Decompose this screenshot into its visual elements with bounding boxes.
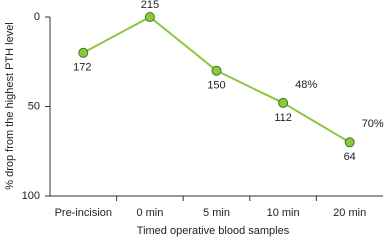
x-tick-label: 10 min bbox=[267, 207, 300, 219]
data-point bbox=[344, 137, 355, 148]
x-tick-label: 20 min bbox=[333, 207, 366, 219]
point-label: 64 bbox=[344, 151, 356, 163]
point-label: 150 bbox=[207, 80, 225, 92]
x-axis-label: Timed operative blood samples bbox=[137, 225, 290, 237]
point-label: 172 bbox=[73, 62, 91, 74]
value-label: 70% bbox=[362, 118, 384, 130]
value-label: 48% bbox=[295, 79, 317, 91]
y-tick-label: 0 bbox=[34, 11, 40, 23]
data-point bbox=[144, 12, 155, 22]
x-tick-label: 0 min bbox=[136, 207, 163, 219]
y-tick-label: 50 bbox=[28, 100, 40, 112]
y-tick-label: 100 bbox=[22, 190, 40, 202]
point-label: 215 bbox=[141, 0, 159, 11]
point-label: 112 bbox=[274, 112, 292, 124]
data-point bbox=[211, 65, 222, 76]
data-point bbox=[278, 97, 289, 108]
y-axis-label: % drop from the highest PTH level bbox=[4, 22, 16, 190]
x-tick-label: 5 min bbox=[203, 207, 230, 219]
data-point bbox=[78, 47, 89, 58]
x-tick-label: Pre-incision bbox=[55, 207, 112, 219]
